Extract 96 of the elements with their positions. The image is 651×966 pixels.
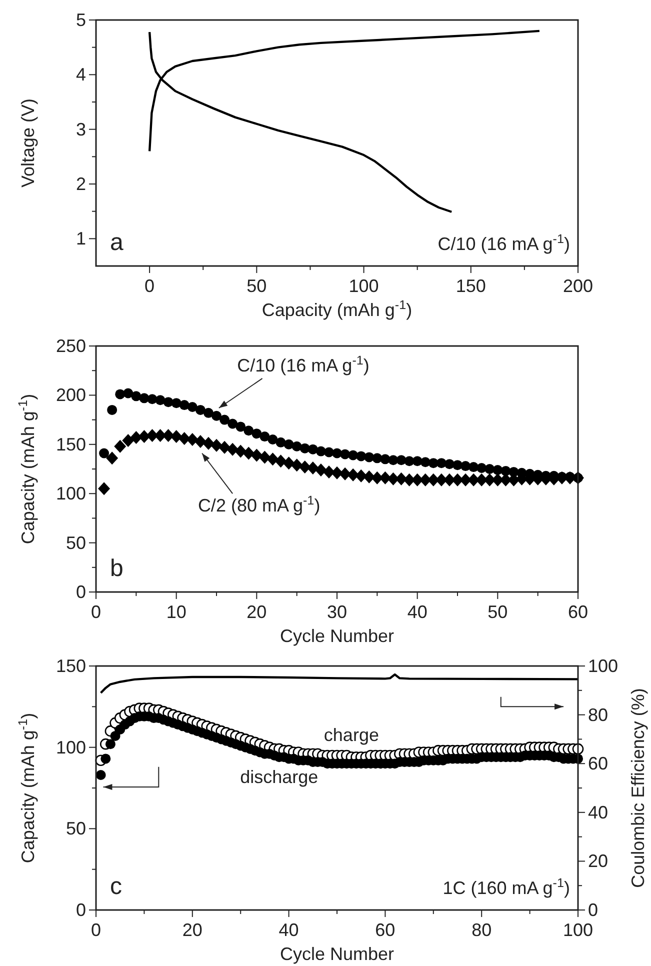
series-label: discharge (240, 767, 318, 788)
y-tick-label: 50 (66, 532, 86, 553)
series-label: C/2 (80 mA g$^{-1}$) (198, 493, 320, 516)
y2-tick-label: 0 (588, 900, 598, 920)
y-tick-label: 150 (56, 434, 86, 454)
y-tick-label: 0 (76, 582, 86, 602)
x-axis-title: Cycle Number (280, 944, 394, 964)
point (220, 414, 230, 425)
y2-tick-label: 40 (588, 802, 608, 822)
point (147, 394, 158, 404)
point (131, 391, 142, 402)
annotation: C/10 (16 mA g$^{-1}$) (438, 232, 570, 254)
point (203, 408, 214, 418)
y2-tick-label: 80 (588, 704, 608, 725)
x-tick-label: 50 (246, 276, 267, 296)
point (226, 442, 239, 456)
point (436, 458, 446, 468)
x-tick-label: 0 (90, 602, 102, 622)
point (210, 438, 222, 452)
point (234, 444, 247, 458)
x-tick-label: 20 (246, 602, 267, 622)
x-tick-label: 40 (278, 920, 299, 940)
point (106, 452, 118, 465)
point (99, 448, 110, 458)
point (107, 404, 118, 415)
point (292, 441, 302, 452)
x-tick-label: 80 (472, 920, 492, 940)
y2-axis-title: Coulombic Efficiency (%) (628, 688, 648, 888)
line-series (100, 673, 580, 694)
y-tick-label: 3 (76, 119, 86, 140)
point (212, 410, 222, 421)
point (260, 432, 270, 442)
y-axis-title: Voltage (V) (18, 98, 38, 188)
point (250, 448, 263, 462)
y-tick-label: 200 (56, 385, 86, 406)
point (242, 446, 255, 460)
x-axis-title: Capacity (mAh g$^{-1}$) (262, 298, 412, 320)
point (194, 434, 206, 448)
point (98, 482, 110, 496)
point (266, 452, 279, 466)
x-tick-label: 20 (182, 920, 202, 940)
annotation: a (110, 229, 124, 256)
x-tick-label: 200 (562, 276, 594, 296)
point (252, 428, 262, 439)
point (236, 422, 246, 432)
point (122, 434, 134, 447)
x-tick-label: 0 (90, 920, 102, 940)
x-axis-title: Cycle Number (280, 626, 394, 646)
x-tick-label: 50 (488, 602, 508, 622)
point (244, 426, 254, 436)
x-tick-label: 0 (144, 276, 155, 296)
point (284, 439, 294, 450)
y-tick-label: 5 (76, 10, 86, 30)
y-tick-label: 2 (76, 174, 86, 194)
point (476, 463, 487, 474)
y-tick-label: 100 (56, 484, 86, 504)
x-tick-label: 30 (326, 602, 348, 622)
annotation: b (110, 555, 124, 582)
point (171, 398, 182, 408)
point (179, 400, 190, 410)
x-tick-label: 150 (456, 276, 486, 296)
annotation: 1C (160 mA g$^{-1}$) (442, 876, 570, 898)
point (308, 444, 318, 454)
point (202, 436, 214, 450)
y-tick-label: 250 (56, 336, 86, 356)
point (452, 460, 462, 470)
x-tick-label: 100 (562, 920, 594, 940)
y-tick-label: 1 (76, 228, 86, 249)
point (187, 402, 198, 412)
y-tick-label: 4 (76, 64, 86, 85)
y2-tick-label: 100 (588, 656, 618, 676)
point (258, 450, 271, 464)
annotation: c (110, 873, 122, 900)
point (195, 404, 206, 415)
point (114, 440, 126, 453)
x-tick-label: 40 (407, 602, 428, 622)
x-tick-label: 60 (568, 602, 588, 622)
x-tick-label: 100 (348, 276, 379, 296)
text: C/10 (16 mA g$^{-1}$) (237, 354, 370, 376)
y-tick-label: 100 (56, 737, 86, 758)
series-label: charge (324, 724, 379, 745)
point (268, 434, 278, 444)
x-tick-label: 60 (375, 920, 396, 940)
y-tick-label: 0 (76, 900, 86, 920)
x-tick-label: 10 (166, 602, 186, 622)
y2-tick-label: 20 (588, 851, 608, 872)
point (276, 437, 286, 448)
point (138, 430, 150, 444)
y-tick-label: 150 (56, 656, 86, 676)
point (123, 388, 134, 398)
point (228, 418, 238, 429)
point (218, 440, 231, 454)
y-tick-label: 50 (66, 818, 86, 839)
y2-tick-label: 60 (588, 754, 608, 774)
point (155, 395, 166, 406)
point (130, 431, 142, 444)
